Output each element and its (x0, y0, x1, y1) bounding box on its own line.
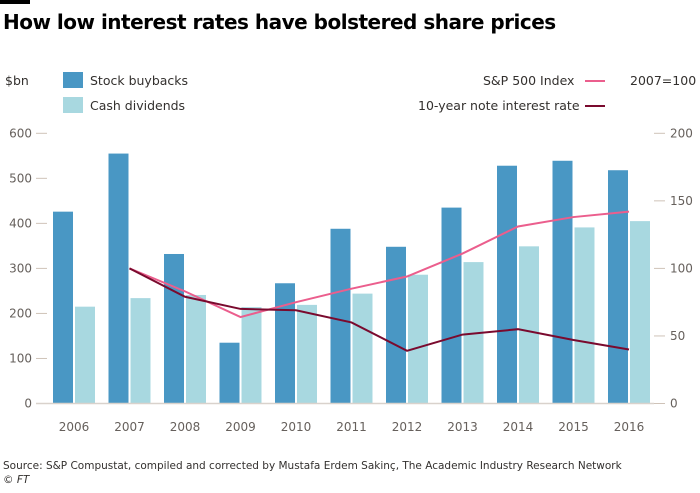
bar-buybacks (330, 228, 351, 404)
left-tick-label: 200 (9, 306, 32, 320)
bar-buybacks (53, 211, 73, 404)
right-tick-label: 100 (670, 261, 693, 275)
bar-dividends (519, 246, 539, 404)
bar-buybacks (219, 342, 240, 404)
bar-buybacks (497, 165, 517, 404)
legend-swatch-buybacks (63, 72, 83, 88)
x-tick-label: 2006 (59, 420, 90, 434)
x-tick-label: 2014 (503, 420, 534, 434)
bar-dividends (297, 304, 317, 404)
legend-line-rate (585, 105, 605, 107)
legend-line-sp500 (585, 80, 605, 82)
left-tick-label: 600 (9, 126, 32, 140)
bar-buybacks (108, 153, 129, 404)
bar-dividends (75, 306, 95, 404)
right-tick-label: 150 (670, 194, 693, 208)
bar-dividends (630, 221, 650, 404)
right-tick-label: 0 (670, 397, 678, 411)
legend-dividends: Cash dividends (90, 98, 186, 113)
legend-buybacks: Stock buybacks (90, 73, 189, 88)
bar-buybacks (552, 160, 573, 404)
legend-swatch-dividends (63, 97, 83, 113)
bar-dividends (186, 294, 206, 404)
legend-sp500-base: 2007=100 (630, 73, 697, 88)
left-tick-label: 100 (9, 351, 32, 365)
line-rate (129, 267, 630, 352)
bar-buybacks (164, 253, 184, 404)
ft-accent-bar (0, 0, 30, 4)
bar-buybacks (386, 246, 406, 404)
left-tick-label: 300 (9, 261, 32, 275)
chart-title: How low interest rates have bolstered sh… (3, 10, 556, 34)
bar-buybacks (441, 207, 462, 404)
left-axis-unit: $bn (5, 73, 29, 88)
bar-dividends (241, 307, 262, 404)
bar-dividends (574, 227, 595, 404)
x-tick-label: 2007 (114, 420, 145, 434)
legend-sp500: S&P 500 Index (483, 73, 575, 88)
source-note: Source: S&P Compustat, compiled and corr… (3, 460, 622, 472)
bar-buybacks (275, 283, 295, 404)
line-sp500 (129, 210, 630, 319)
right-tick-label: 50 (670, 329, 685, 343)
left-tick-label: 400 (9, 216, 32, 230)
bar-dividends (352, 293, 373, 404)
right-tick-label: 200 (670, 126, 693, 140)
left-tick-label: 0 (24, 397, 32, 411)
x-tick-label: 2009 (225, 420, 256, 434)
x-tick-label: 2015 (558, 420, 589, 434)
bar-buybacks (608, 170, 628, 404)
x-tick-label: 2008 (170, 420, 201, 434)
legend-rate: 10-year note interest rate (418, 98, 580, 113)
x-tick-label: 2011 (336, 420, 367, 434)
bar-dividends (408, 274, 428, 404)
bar-dividends (130, 298, 151, 404)
x-tick-label: 2013 (447, 420, 478, 434)
x-tick-label: 2012 (392, 420, 423, 434)
left-tick-label: 500 (9, 171, 32, 185)
x-tick-label: 2010 (281, 420, 312, 434)
x-tick-label: 2016 (614, 420, 645, 434)
copyright: © FT (3, 474, 30, 486)
